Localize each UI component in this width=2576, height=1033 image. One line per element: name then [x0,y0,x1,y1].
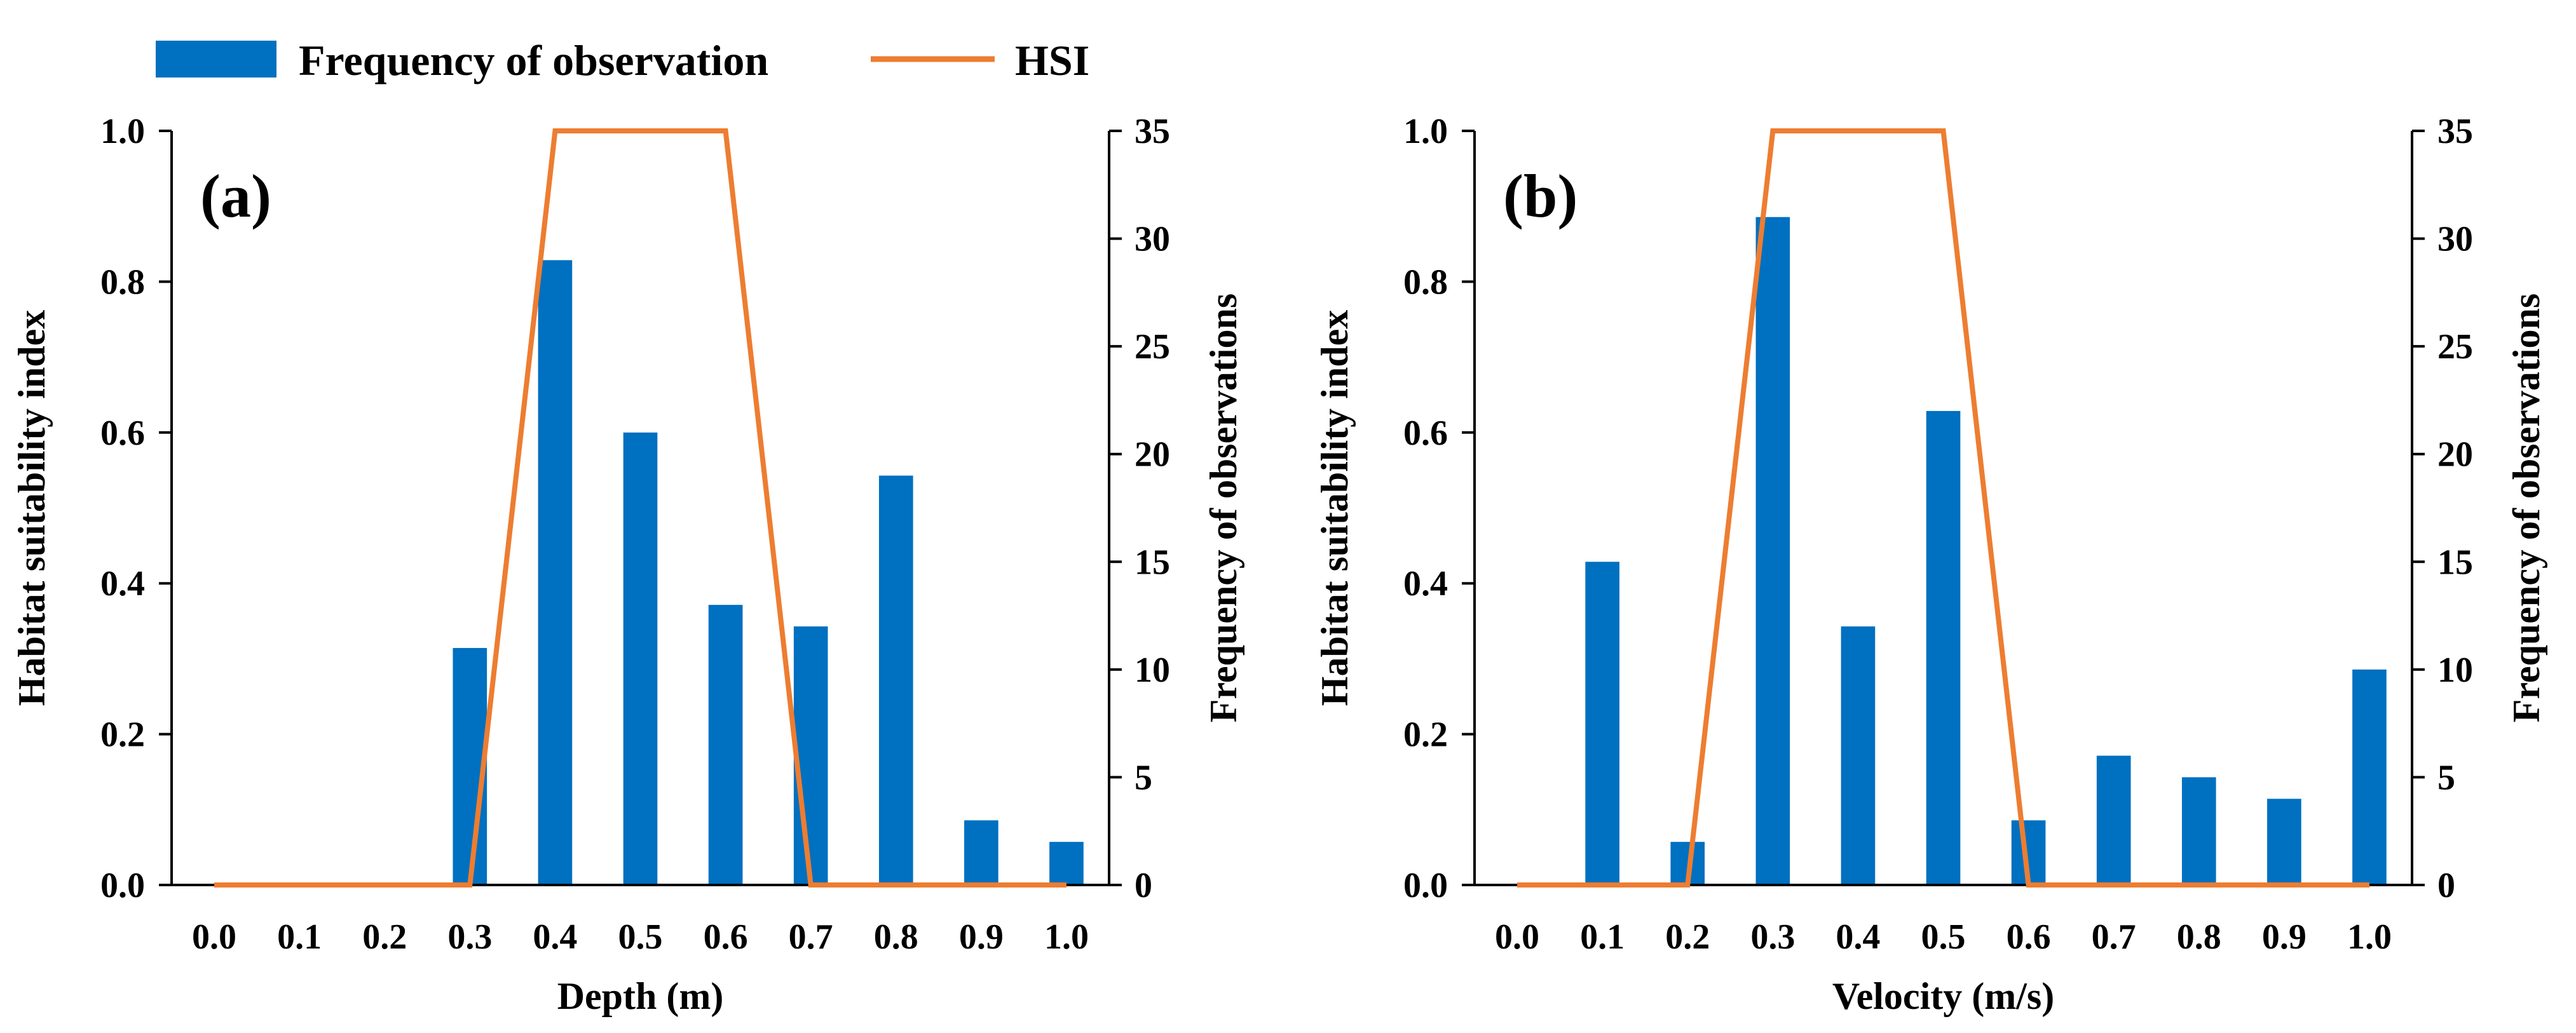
x-tick-label: 1.0 [2347,917,2392,957]
x-tick-label: 0.4 [1836,917,1880,957]
left-tick-label: 0.4 [100,564,145,604]
legend-bar-label: Frequency of observation [299,36,768,84]
right-axis-title: Frequency of observations [2505,294,2547,723]
right-tick-label: 0 [2437,866,2455,905]
x-tick-label: 0.2 [362,917,407,957]
x-tick-label: 0.0 [1495,917,1539,957]
left-tick-label: 0.0 [1403,866,1448,905]
right-tick-label: 0 [1135,866,1152,905]
left-tick-label: 1.0 [1403,112,1448,151]
right-tick-label: 15 [2437,543,2473,582]
x-tick-label: 0.0 [192,917,236,957]
right-tick-label: 5 [1135,758,1152,797]
x-tick-label: 0.5 [618,917,663,957]
bar-0.3 [1755,217,1790,886]
panel-label: (a) [200,162,271,230]
panel-label: (b) [1503,162,1578,230]
left-tick-label: 1.0 [100,112,145,151]
x-tick-label: 0.9 [2262,917,2307,957]
left-tick-label: 0.6 [100,414,145,453]
legend: Frequency of observation HSI [156,36,1089,84]
hsi-line [214,128,1067,888]
right-tick-label: 10 [1135,651,1170,690]
x-tick-label: 0.3 [447,917,492,957]
panel-a: 0.0 0.2 0.4 0.6 0.8 1.0 0 5 10 15 20 25 30 35 0.0 0.1 0.… [11,112,1244,1017]
bar-0.5 [623,432,658,885]
bar-0.4 [1841,626,1876,885]
x-tick-label: 1.0 [1044,917,1089,957]
x-tick-label: 0.7 [789,917,833,957]
right-tick-label: 25 [1135,327,1170,367]
x-tick-label: 0.4 [533,917,577,957]
left-tick-label: 0.0 [100,866,145,905]
hsi-line [1517,128,2369,888]
x-tick-label: 0.8 [2177,917,2221,957]
right-axis-title: Frequency of observations [1203,294,1244,723]
left-tick-label: 0.8 [1403,262,1448,302]
right-tick-label: 5 [2437,758,2455,797]
bar-0.7 [2096,755,2131,885]
left-tick-label: 0.6 [1403,414,1448,453]
left-tick-label: 0.2 [1403,715,1448,755]
right-tick-label: 25 [2437,327,2473,367]
x-tick-label: 0.6 [2007,917,2051,957]
left-tick-label: 0.2 [100,715,145,755]
x-tick-label: 0.8 [874,917,918,957]
bar-0.5 [1926,410,1961,885]
bar-1.0 [1049,842,1084,885]
right-tick-label: 30 [2437,220,2473,259]
x-axis-title: Depth (m) [557,975,724,1017]
legend-bar-swatch [156,41,276,78]
bar-0.8 [878,475,913,885]
x-tick-label: 0.7 [2092,917,2136,957]
right-tick-label: 35 [1135,112,1170,151]
x-axis-title: Velocity (m/s) [1832,975,2054,1017]
x-tick-label: 0.3 [1750,917,1795,957]
x-tick-label: 0.6 [704,917,748,957]
x-tick-label: 0.1 [1580,917,1625,957]
left-axis-title: Habitat suitability index [1314,310,1356,706]
bar-0.6 [708,605,743,885]
x-tick-label: 0.9 [959,917,1004,957]
right-tick-label: 30 [1135,220,1170,259]
right-tick-label: 20 [1135,435,1170,475]
panel-b: 0.0 0.2 0.4 0.6 0.8 1.0 0 5 10 15 20 25 30 35 0.0 0.1 0.… [1314,112,2547,1017]
x-tick-label: 0.5 [1921,917,1966,957]
right-tick-label: 35 [2437,112,2473,151]
right-tick-label: 20 [2437,435,2473,475]
bar-0.8 [2181,777,2216,885]
bar-0.7 [793,626,828,885]
legend-line-label: HSI [1015,36,1089,84]
bar-0.1 [1585,562,1619,885]
right-tick-label: 15 [1135,543,1170,582]
left-tick-label: 0.4 [1403,564,1448,604]
x-tick-label: 0.2 [1665,917,1710,957]
bar-0.9 [2267,799,2301,885]
bar-1.0 [2352,669,2387,885]
x-tick-label: 0.1 [277,917,322,957]
bar-0.9 [964,820,998,885]
right-tick-label: 10 [2437,651,2473,690]
left-tick-label: 0.8 [100,262,145,302]
left-axis-title: Habitat suitability index [11,310,53,706]
bar-0.4 [538,260,573,885]
